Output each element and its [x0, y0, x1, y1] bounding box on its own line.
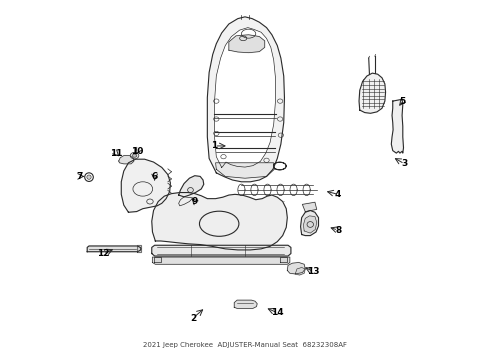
Text: 3: 3 [401, 159, 408, 168]
Polygon shape [229, 35, 265, 53]
Polygon shape [179, 197, 193, 206]
Polygon shape [119, 156, 134, 164]
Text: 13: 13 [307, 267, 319, 276]
Polygon shape [122, 159, 171, 212]
Text: 12: 12 [97, 249, 110, 258]
Polygon shape [207, 17, 285, 182]
Polygon shape [215, 28, 275, 167]
Polygon shape [303, 216, 317, 233]
Polygon shape [152, 193, 287, 250]
Polygon shape [392, 99, 403, 153]
Polygon shape [216, 163, 274, 178]
Text: 4: 4 [335, 190, 342, 199]
Text: 6: 6 [151, 172, 158, 181]
Polygon shape [234, 300, 257, 309]
Polygon shape [153, 257, 161, 262]
Text: 10: 10 [131, 147, 144, 156]
Text: 7: 7 [77, 172, 83, 181]
Ellipse shape [87, 175, 91, 179]
Polygon shape [137, 245, 141, 252]
Text: 2: 2 [190, 314, 196, 323]
Polygon shape [302, 202, 317, 212]
Polygon shape [295, 267, 305, 275]
Text: 1: 1 [211, 141, 218, 150]
Polygon shape [179, 176, 204, 197]
Text: 11: 11 [110, 149, 122, 158]
Ellipse shape [132, 154, 137, 157]
Polygon shape [87, 246, 141, 252]
Ellipse shape [130, 152, 139, 159]
Ellipse shape [188, 188, 194, 193]
Polygon shape [152, 245, 291, 256]
Text: 2021 Jeep Cherokee  ADJUSTER-Manual Seat  68232308AF: 2021 Jeep Cherokee ADJUSTER-Manual Seat … [143, 342, 347, 348]
Text: 9: 9 [192, 197, 198, 206]
Text: 8: 8 [335, 226, 342, 235]
Polygon shape [280, 257, 287, 262]
Polygon shape [359, 73, 386, 113]
Polygon shape [152, 257, 290, 264]
Text: 5: 5 [400, 96, 406, 105]
Text: 14: 14 [271, 308, 284, 317]
Polygon shape [287, 262, 305, 274]
Polygon shape [300, 211, 318, 235]
